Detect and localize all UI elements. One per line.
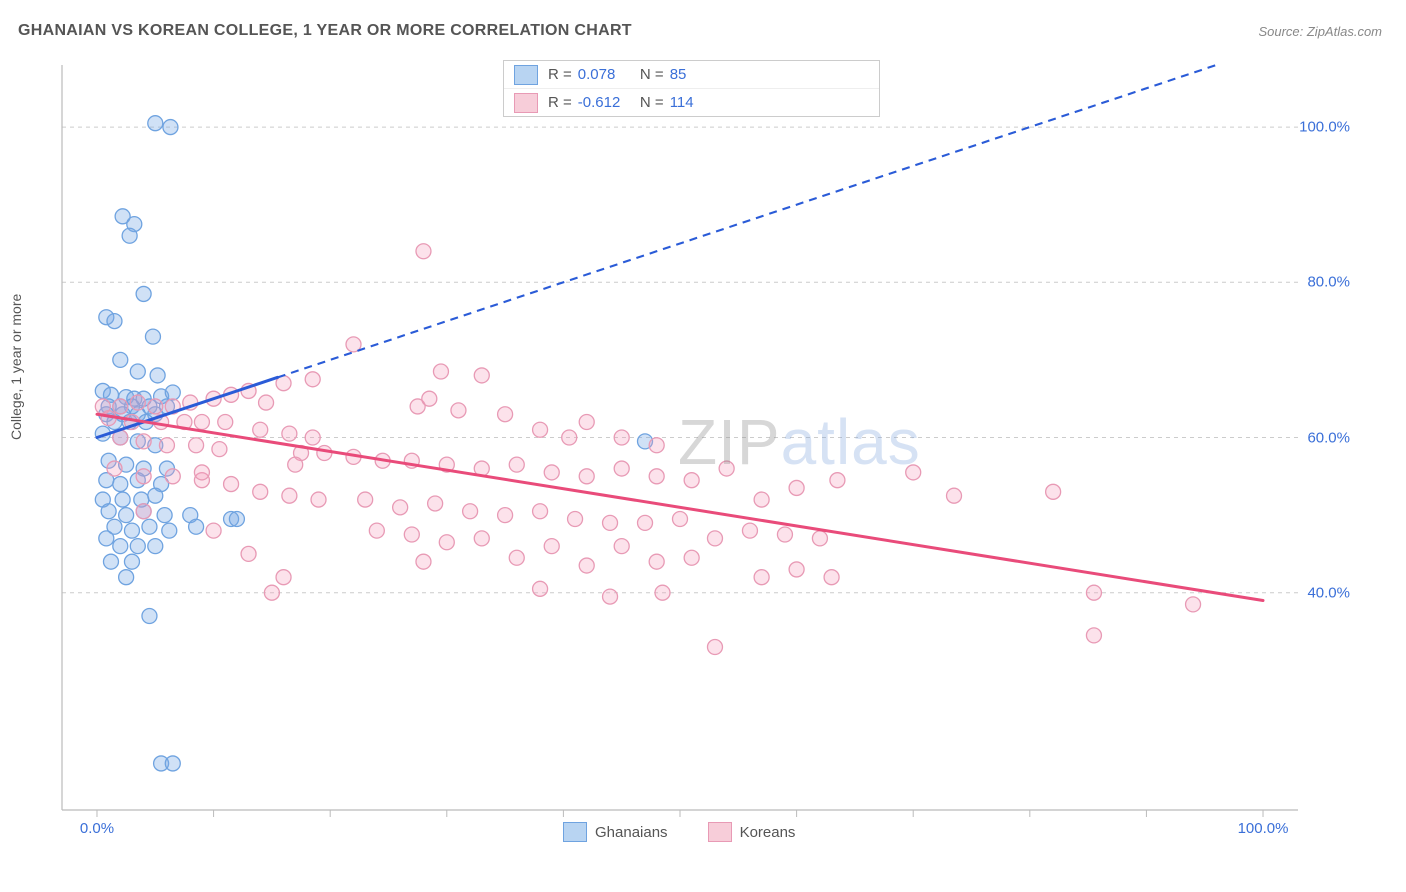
stats-legend: R = 0.078 N = 85 R = -0.612 N = 114 xyxy=(503,60,880,117)
stats-text: R = 0.078 N = 85 xyxy=(548,66,722,83)
swatch-icon xyxy=(514,93,538,113)
legend-label: Ghanaians xyxy=(595,824,668,841)
y-axis-label: College, 1 year or more xyxy=(8,294,24,440)
legend-item: Koreans xyxy=(708,822,796,842)
x-tick-label: 100.0% xyxy=(1238,820,1289,837)
series-legend: Ghanaians Koreans xyxy=(563,822,795,842)
chart-container: GHANAIAN VS KOREAN COLLEGE, 1 YEAR OR MO… xyxy=(0,0,1406,892)
swatch-icon xyxy=(514,65,538,85)
x-tick-label: 0.0% xyxy=(80,820,114,837)
y-tick-label: 40.0% xyxy=(1307,584,1350,601)
source-label: Source: ZipAtlas.com xyxy=(1258,24,1382,39)
legend-label: Koreans xyxy=(740,824,796,841)
chart-title: GHANAIAN VS KOREAN COLLEGE, 1 YEAR OR MO… xyxy=(18,22,632,40)
stats-legend-row: R = 0.078 N = 85 xyxy=(504,61,879,88)
scatter-plot-svg xyxy=(58,60,1378,840)
stats-text: R = -0.612 N = 114 xyxy=(548,94,722,111)
y-tick-label: 100.0% xyxy=(1299,119,1350,136)
y-tick-label: 60.0% xyxy=(1307,429,1350,446)
swatch-icon xyxy=(708,822,732,842)
stats-legend-row: R = -0.612 N = 114 xyxy=(504,88,879,116)
swatch-icon xyxy=(563,822,587,842)
y-tick-label: 80.0% xyxy=(1307,274,1350,291)
legend-item: Ghanaians xyxy=(563,822,668,842)
plot-area: R = 0.078 N = 85 R = -0.612 N = 114 ZIPa… xyxy=(58,60,1378,840)
